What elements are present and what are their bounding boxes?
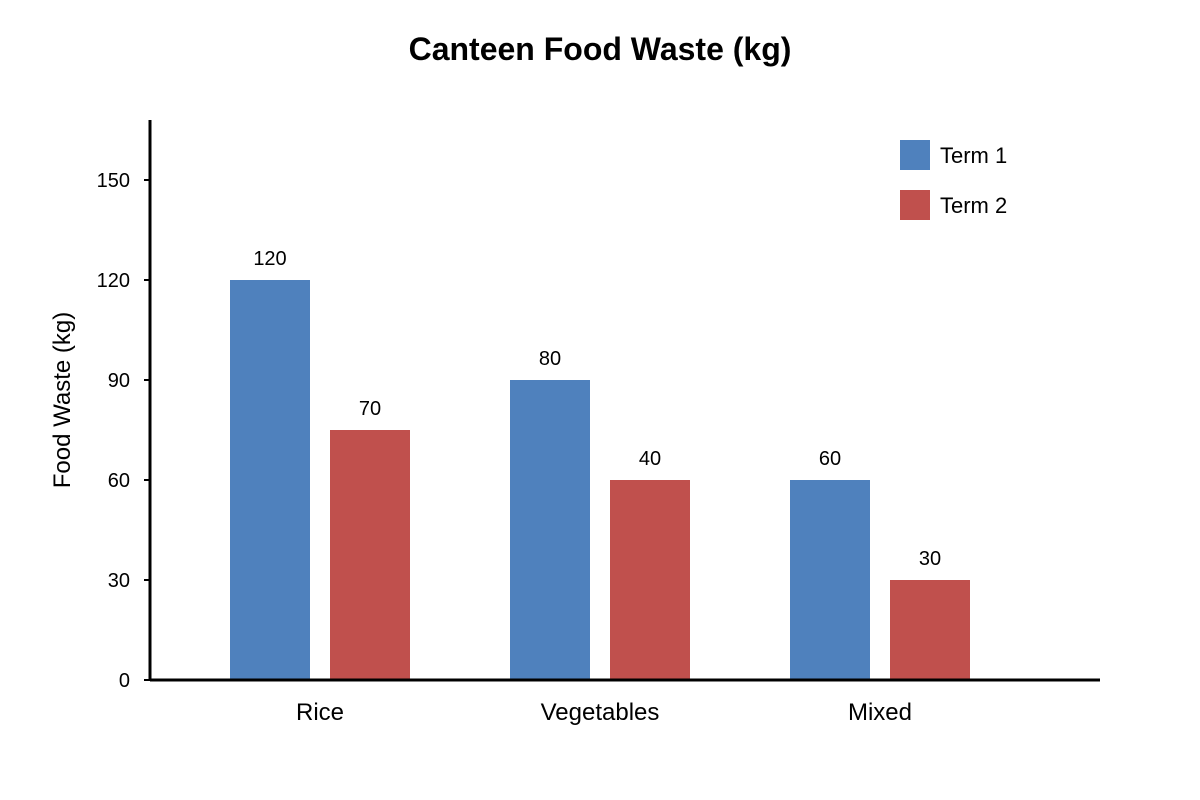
bar-term-2-mixed: [890, 580, 970, 680]
y-tick-label: 120: [97, 270, 130, 292]
bar-term-2-rice: [330, 430, 410, 680]
x-tick-label: Rice: [296, 699, 344, 726]
y-tick-label: 150: [97, 170, 130, 192]
chart-title: Canteen Food Waste (kg): [409, 31, 792, 67]
data-label: 60: [819, 448, 841, 470]
bar-term-1-mixed: [790, 480, 870, 680]
data-label: 120: [253, 248, 286, 270]
data-label: 80: [539, 348, 561, 370]
x-tick-label: Vegetables: [541, 699, 660, 726]
y-tick-label: 0: [119, 670, 130, 692]
legend-swatch: [900, 140, 930, 170]
legend-swatch: [900, 190, 930, 220]
data-label: 70: [359, 398, 381, 420]
data-label: 30: [919, 548, 941, 570]
y-tick-label: 30: [108, 570, 130, 592]
data-label: 40: [639, 448, 661, 470]
x-tick-label: Mixed: [848, 699, 912, 726]
plot-area: 120 80 60 70 40 30 0 30 60 90 120 150 Rice Vegetables…: [97, 120, 1100, 726]
bar-term-1-vegetables: [510, 380, 590, 680]
legend-label: Term 2: [940, 193, 1007, 218]
y-axis-label: Food Waste (kg): [49, 312, 76, 489]
legend-label: Term 1: [940, 143, 1007, 168]
y-tick-label: 90: [108, 370, 130, 392]
bar-term-2-vegetables: [610, 480, 690, 680]
y-tick-label: 60: [108, 470, 130, 492]
bar-term-1-rice: [230, 280, 310, 680]
